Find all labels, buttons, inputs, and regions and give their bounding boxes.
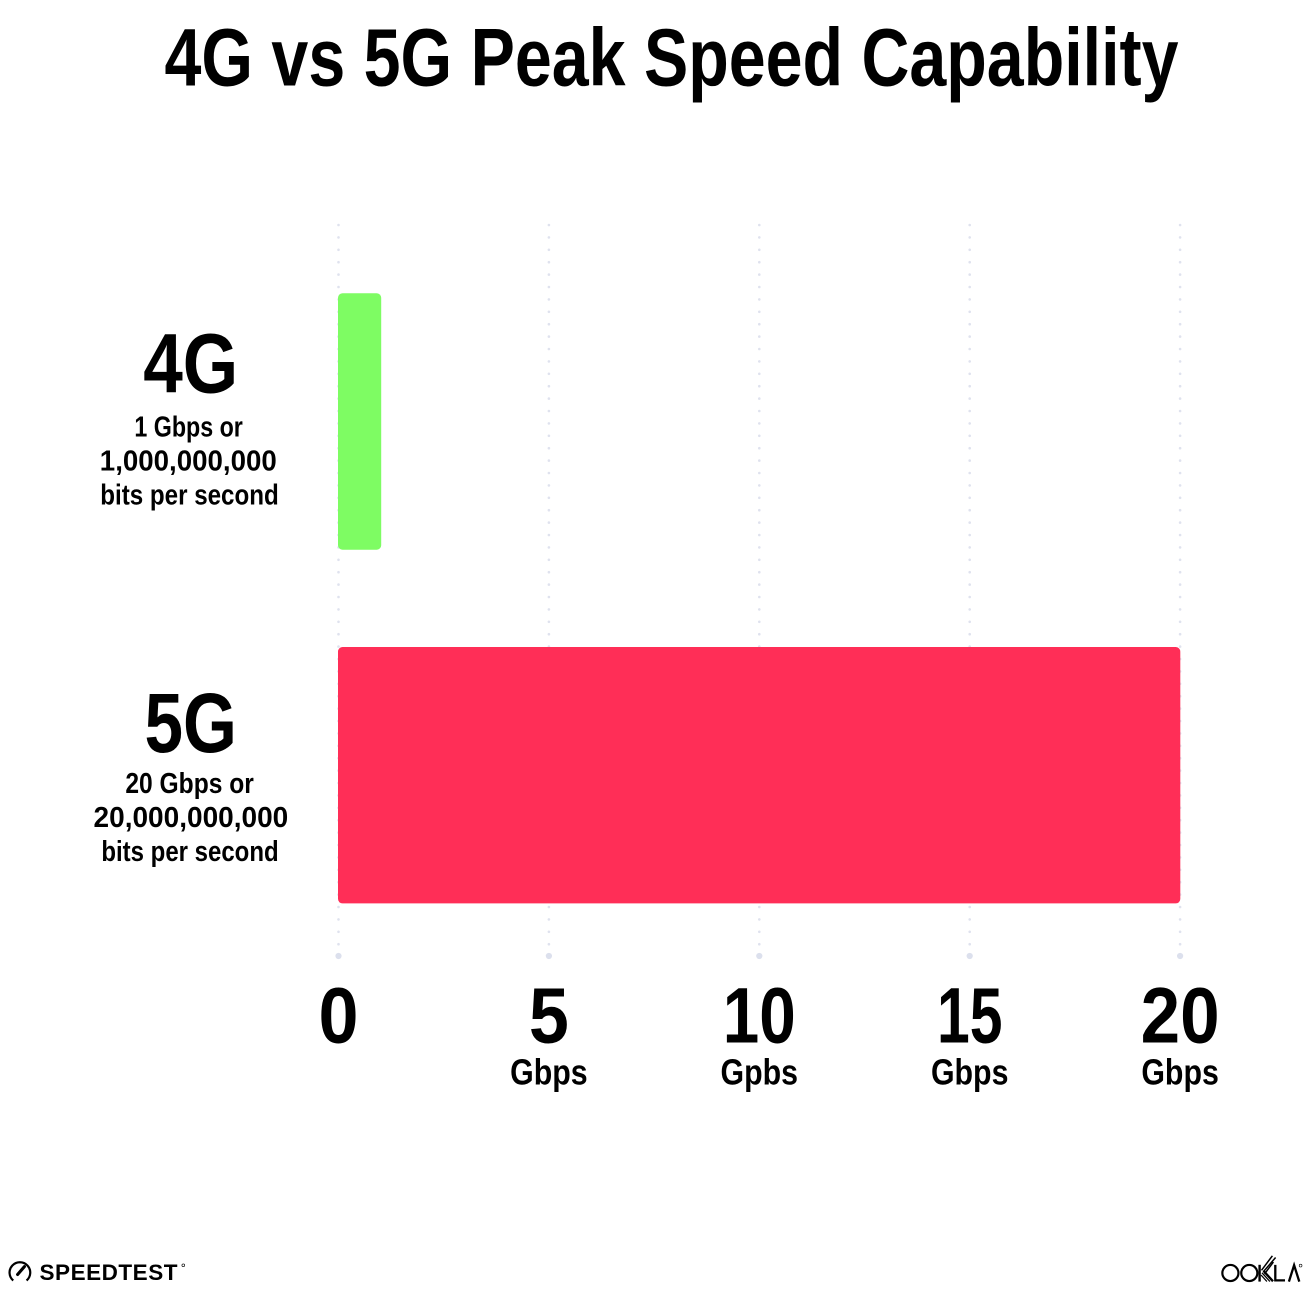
svg-text:10: 10 xyxy=(723,970,796,1059)
svg-text:20: 20 xyxy=(1141,970,1220,1059)
svg-text:4G: 4G xyxy=(143,317,238,411)
svg-text:4G vs 5G Peak Speed Capability: 4G vs 5G Peak Speed Capability xyxy=(165,12,1179,103)
svg-text:SPEEDTEST: SPEEDTEST xyxy=(40,1260,178,1285)
svg-text:Gbps: Gbps xyxy=(510,1052,588,1093)
svg-text:1,000,000,000: 1,000,000,000 xyxy=(100,445,277,477)
svg-text:Gbps: Gbps xyxy=(931,1052,1009,1093)
svg-text:5: 5 xyxy=(529,970,569,1059)
svg-text:bits per second: bits per second xyxy=(100,479,279,511)
svg-text:Gpbs: Gpbs xyxy=(721,1052,799,1093)
svg-text:Gbps: Gbps xyxy=(1141,1052,1219,1093)
svg-text:15: 15 xyxy=(937,970,1003,1059)
svg-text:20 Gbps or: 20 Gbps or xyxy=(125,768,254,800)
svg-text:bits per second: bits per second xyxy=(101,836,278,868)
svg-text:0: 0 xyxy=(319,970,359,1059)
svg-text:20,000,000,000: 20,000,000,000 xyxy=(94,802,289,834)
svg-text:1 Gbps or: 1 Gbps or xyxy=(134,412,243,444)
svg-text:5G: 5G xyxy=(145,676,237,770)
